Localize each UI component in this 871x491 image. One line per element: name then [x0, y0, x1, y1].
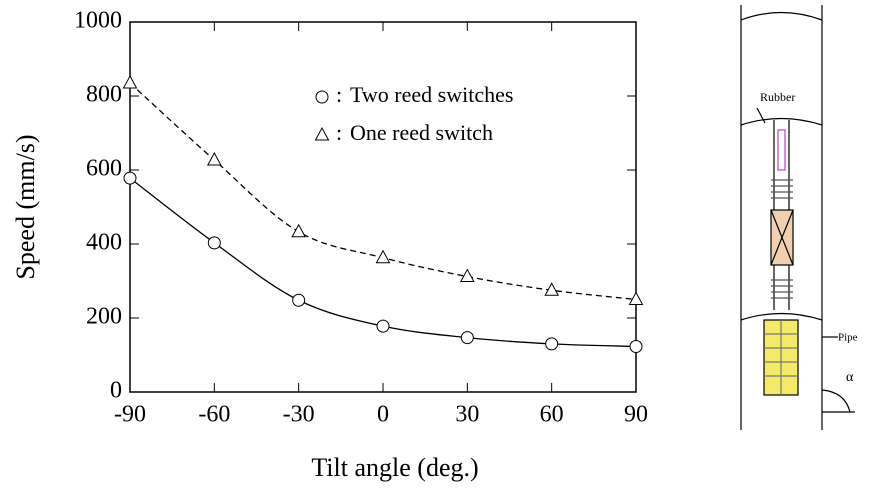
point — [291, 223, 307, 238]
point — [544, 282, 560, 296]
point — [207, 236, 221, 250]
x-tick-label: -90 — [114, 402, 146, 428]
legend-label: One reed switch — [350, 120, 493, 145]
x-tick-label: 0 — [377, 402, 389, 428]
y-axis-label: Speed (mm/s) — [11, 134, 40, 279]
point — [292, 293, 306, 307]
x-tick-label: 30 — [455, 402, 479, 428]
point — [459, 268, 475, 283]
diagram-label: Rubber — [760, 90, 795, 104]
y-tick-label: 800 — [86, 82, 122, 108]
point — [545, 337, 559, 351]
point — [460, 331, 474, 345]
point — [376, 319, 390, 333]
legend-separator: : — [336, 82, 342, 107]
diagram-label: Pipe — [838, 332, 858, 344]
y-tick-label: 200 — [86, 304, 122, 330]
legend-separator: : — [336, 120, 342, 145]
y-tick-label: 0 — [110, 378, 122, 404]
point — [206, 151, 222, 166]
point — [628, 291, 644, 305]
point — [123, 171, 137, 185]
diagram-label: α — [846, 370, 854, 385]
point — [122, 75, 138, 89]
y-tick-label: 400 — [86, 230, 122, 256]
x-tick-label: -60 — [198, 402, 230, 428]
legend-symbol — [314, 126, 330, 141]
plot-frame — [129, 21, 637, 393]
x-tick-label: -30 — [283, 402, 315, 428]
x-tick-label: 90 — [624, 402, 648, 428]
point — [629, 339, 643, 353]
y-tick-label: 600 — [86, 156, 122, 182]
device-diagram — [740, 5, 855, 430]
x-tick-label: 60 — [540, 402, 564, 428]
series-line — [129, 82, 637, 301]
legend-symbol — [315, 90, 329, 104]
point — [375, 249, 391, 264]
y-tick-label: 1000 — [74, 8, 122, 34]
x-axis-label: Tilt angle (deg.) — [311, 453, 478, 482]
legend-label: Two reed switches — [350, 82, 513, 107]
